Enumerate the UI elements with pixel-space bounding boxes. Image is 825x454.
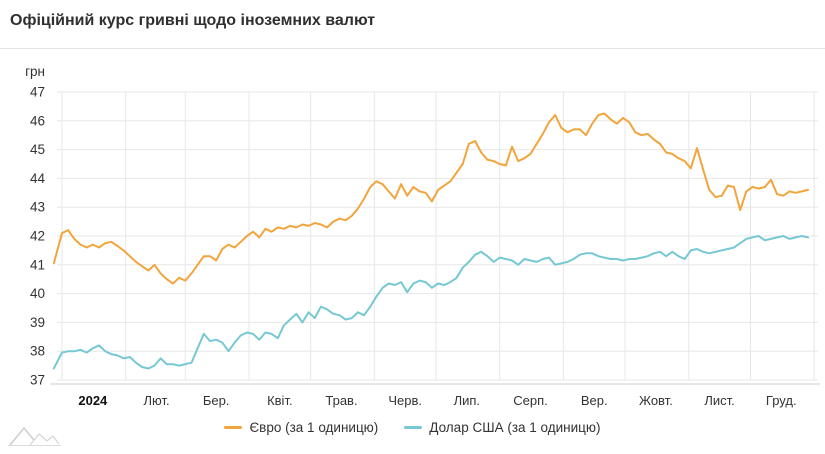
y-axis-unit-label: грн [25,64,45,79]
x-tick-label: Трав. [325,393,357,408]
page-title: Офіційний курс гривні щодо іноземних вал… [10,12,376,29]
euro-legend-swatch [224,426,243,429]
y-tick-label: 41 [30,257,45,272]
x-tick-label: Лист. [704,393,734,408]
x-tick-label: Черв. [388,393,422,408]
x-tick-label: Бер. [203,393,230,408]
usd-legend-swatch [404,426,423,429]
y-tick-label: 44 [30,171,46,186]
x-tick-label: Груд. [766,393,797,408]
mountains-watermark-icon [8,427,61,446]
y-tick-label: 38 [30,344,45,359]
y-tick-label: 43 [30,200,45,215]
euro-legend-label: Євро (за 1 одиницю) [249,420,379,435]
x-tick-label: Лют. [143,393,169,408]
y-tick-label: 37 [30,373,45,388]
title-divider [0,48,825,49]
euro-series-line [52,112,809,285]
x-tick-label: Серп. [513,393,548,408]
y-tick-label: 47 [30,85,45,100]
legend-item-euro[interactable]: Євро (за 1 одиницю) [224,420,378,435]
y-tick-label: 40 [30,286,45,301]
usd-series-line [52,235,809,370]
x-tick-label: Жовт. [639,393,673,408]
x-tick-label: Вер. [581,393,608,408]
x-tick-label: 2024 [78,393,108,408]
y-tick-label: 45 [30,142,45,157]
legend-item-usd[interactable]: Долар США (за 1 одиницю) [404,420,601,435]
usd-legend-label: Долар США (за 1 одиницю) [429,420,601,435]
x-tick-label: Лип. [454,393,480,408]
y-tick-label: 46 [30,113,45,128]
y-tick-label: 39 [30,315,45,330]
y-tick-label: 42 [30,229,45,244]
chart-legend: Євро (за 1 одиницю) Долар США (за 1 один… [0,420,825,435]
x-tick-label: Квіт. [267,393,293,408]
